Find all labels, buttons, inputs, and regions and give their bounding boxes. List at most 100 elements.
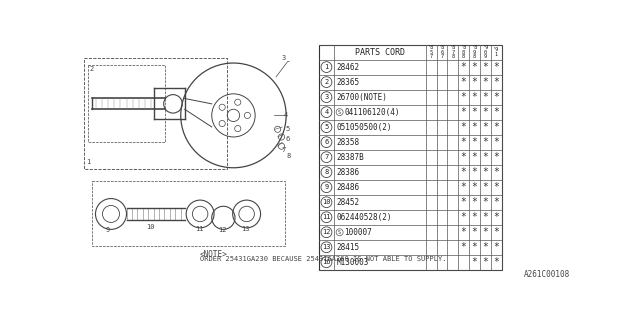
- Text: 3: 3: [281, 55, 285, 61]
- Text: *: *: [461, 107, 467, 117]
- Text: *: *: [493, 167, 499, 177]
- Text: *: *: [472, 62, 477, 72]
- Text: *: *: [461, 212, 467, 222]
- Text: *: *: [493, 182, 499, 192]
- Text: 7: 7: [324, 154, 328, 160]
- Text: *: *: [483, 137, 488, 147]
- Text: *: *: [483, 227, 488, 237]
- Text: *: *: [483, 257, 488, 267]
- Text: 16: 16: [322, 259, 331, 265]
- Text: 28365: 28365: [337, 77, 360, 87]
- Text: *: *: [472, 182, 477, 192]
- Text: '8
8
8: '8 8 8: [461, 45, 467, 59]
- Text: 8: 8: [286, 153, 291, 159]
- Bar: [319, 44, 502, 270]
- Text: S: S: [338, 230, 341, 235]
- Text: *: *: [472, 107, 477, 117]
- Text: *: *: [493, 197, 499, 207]
- Text: PARTS CORD: PARTS CORD: [355, 48, 405, 57]
- Text: '8
9
8: '8 9 8: [471, 45, 477, 59]
- Text: *: *: [483, 182, 488, 192]
- Bar: [88, 65, 165, 142]
- Text: 11: 11: [195, 226, 204, 232]
- Text: *: *: [493, 137, 499, 147]
- Text: *: *: [483, 212, 488, 222]
- Text: *: *: [472, 152, 477, 162]
- Text: 6: 6: [324, 139, 328, 145]
- Text: *: *: [461, 182, 467, 192]
- Text: A261C00108: A261C00108: [524, 270, 570, 279]
- Text: 28462: 28462: [337, 63, 360, 72]
- Text: *: *: [461, 62, 467, 72]
- Text: 4: 4: [284, 112, 288, 118]
- Text: '8
6
7: '8 6 7: [439, 45, 445, 59]
- Text: 28358: 28358: [337, 138, 360, 147]
- Text: *: *: [461, 137, 467, 147]
- Bar: [84, 58, 227, 169]
- Text: 051050500(2): 051050500(2): [337, 123, 392, 132]
- Text: *: *: [472, 92, 477, 102]
- Text: 8: 8: [324, 169, 328, 175]
- Text: 3: 3: [324, 94, 328, 100]
- Text: 7: 7: [282, 147, 285, 153]
- Text: *: *: [461, 152, 467, 162]
- Text: 28387B: 28387B: [337, 153, 364, 162]
- Text: *: *: [472, 137, 477, 147]
- Text: 28452: 28452: [337, 198, 360, 207]
- Text: *: *: [461, 242, 467, 252]
- Text: *: *: [493, 152, 499, 162]
- Text: *: *: [461, 167, 467, 177]
- Text: 10: 10: [322, 199, 331, 205]
- Text: ORDER 25431GA230 BECAUSE 25431GA260 IS NOT ABLE TO SUPPLY.: ORDER 25431GA230 BECAUSE 25431GA260 IS N…: [200, 256, 447, 262]
- Text: 9: 9: [106, 228, 110, 234]
- Text: *: *: [483, 167, 488, 177]
- Text: S: S: [338, 110, 341, 115]
- Text: 28486: 28486: [337, 183, 360, 192]
- Text: *: *: [461, 92, 467, 102]
- Text: 9: 9: [324, 184, 328, 190]
- Text: 5: 5: [324, 124, 328, 130]
- Text: 6: 6: [285, 136, 290, 142]
- Text: *: *: [472, 197, 477, 207]
- Text: *: *: [493, 62, 499, 72]
- Text: *: *: [472, 212, 477, 222]
- Text: 12: 12: [218, 228, 227, 234]
- Text: *: *: [483, 107, 488, 117]
- Text: 28386: 28386: [337, 168, 360, 177]
- Text: *: *: [483, 242, 488, 252]
- Text: *: *: [461, 197, 467, 207]
- Text: 26700(NOTE): 26700(NOTE): [337, 92, 387, 102]
- Text: *: *: [483, 197, 488, 207]
- Text: *: *: [483, 152, 488, 162]
- Text: '9
1: '9 1: [493, 47, 499, 57]
- Text: *: *: [483, 122, 488, 132]
- Text: *: *: [493, 212, 499, 222]
- Text: 4: 4: [324, 109, 328, 115]
- Text: *: *: [461, 122, 467, 132]
- Text: *: *: [493, 257, 499, 267]
- Text: 10: 10: [146, 224, 154, 229]
- Text: *: *: [472, 122, 477, 132]
- Text: 11: 11: [322, 214, 331, 220]
- Text: *: *: [493, 227, 499, 237]
- Text: '9
0
9: '9 0 9: [482, 45, 488, 59]
- Text: 041106120(4): 041106120(4): [344, 108, 400, 116]
- Text: 2: 2: [90, 66, 93, 72]
- Text: '8
7
8: '8 7 8: [450, 45, 456, 59]
- Text: *: *: [472, 227, 477, 237]
- Text: 062440528(2): 062440528(2): [337, 213, 392, 222]
- Text: *: *: [483, 77, 488, 87]
- Text: *: *: [493, 242, 499, 252]
- Text: *: *: [483, 62, 488, 72]
- Text: '8
5
7: '8 5 7: [428, 45, 434, 59]
- Text: *: *: [472, 257, 477, 267]
- Text: 12: 12: [322, 229, 331, 235]
- Bar: [319, 44, 502, 270]
- Text: 13: 13: [241, 226, 250, 232]
- Text: 28415: 28415: [337, 243, 360, 252]
- Text: 100007: 100007: [344, 228, 372, 237]
- Text: *: *: [493, 77, 499, 87]
- Text: *: *: [493, 92, 499, 102]
- Text: 1: 1: [324, 64, 328, 70]
- Text: *: *: [472, 77, 477, 87]
